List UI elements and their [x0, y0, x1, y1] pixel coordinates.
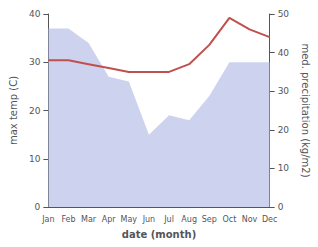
svg-text:20: 20: [29, 106, 41, 116]
svg-text:Dec: Dec: [262, 215, 277, 224]
svg-text:30: 30: [278, 86, 290, 96]
svg-text:20: 20: [278, 125, 290, 135]
svg-text:med. precipitation (kg/m2): med. precipitation (kg/m2): [300, 43, 311, 177]
svg-text:date (month): date (month): [122, 229, 196, 240]
svg-text:40: 40: [29, 9, 41, 19]
svg-text:10: 10: [29, 154, 41, 164]
svg-text:Jan: Jan: [41, 215, 54, 224]
svg-text:May: May: [121, 215, 138, 224]
svg-text:Oct: Oct: [222, 215, 236, 224]
svg-text:Mar: Mar: [81, 215, 97, 224]
svg-text:Aug: Aug: [181, 215, 197, 224]
svg-text:Feb: Feb: [61, 215, 75, 224]
svg-text:10: 10: [278, 163, 290, 173]
svg-text:Nov: Nov: [242, 215, 258, 224]
svg-text:50: 50: [278, 9, 290, 19]
svg-text:40: 40: [278, 48, 290, 58]
svg-text:0: 0: [278, 202, 284, 212]
svg-text:max temp (C): max temp (C): [8, 76, 19, 145]
svg-text:0: 0: [35, 202, 41, 212]
svg-text:Sep: Sep: [202, 215, 217, 224]
svg-text:Jun: Jun: [142, 215, 156, 224]
svg-text:Apr: Apr: [102, 215, 117, 224]
svg-text:Jul: Jul: [163, 215, 174, 224]
svg-text:30: 30: [29, 57, 41, 67]
